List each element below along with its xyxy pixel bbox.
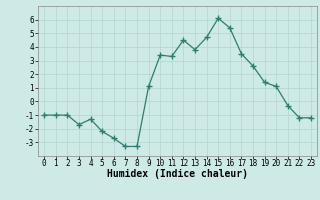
X-axis label: Humidex (Indice chaleur): Humidex (Indice chaleur) <box>107 169 248 179</box>
